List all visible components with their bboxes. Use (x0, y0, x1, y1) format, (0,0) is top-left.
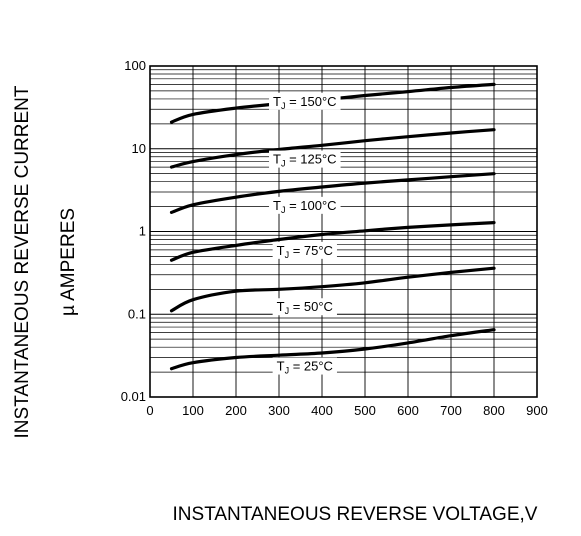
x-tick-label: 0 (146, 403, 153, 418)
series-line-4 (169, 266, 496, 313)
x-tick-label: 600 (397, 403, 419, 418)
grid (149, 66, 538, 398)
y-tick-label: 100 (124, 58, 146, 73)
series-lines (169, 82, 496, 371)
series-label-0: TJ = 150°C (269, 92, 341, 111)
series-label-text: TJ = 75°C (277, 243, 333, 260)
x-tick-label: 400 (311, 403, 333, 418)
series-label-bg (269, 196, 341, 214)
series-label-5: TJ = 25°C (272, 357, 337, 376)
series-line-3 (169, 221, 496, 262)
series-label-bg (269, 92, 341, 110)
series-line-5 (169, 328, 496, 371)
series-labels: TJ = 150°C TJ = 125°C TJ = 100°C TJ = 75°C T… (269, 92, 341, 376)
y-tick-label: 10 (132, 141, 146, 156)
series-label-text: TJ = 50°C (277, 299, 333, 316)
y-tick-label: 1 (139, 224, 146, 239)
series-label-2: TJ = 100°C (269, 196, 341, 215)
series-label-text: TJ = 150°C (273, 94, 337, 111)
plot-frame (149, 65, 538, 398)
series-label-text: TJ = 25°C (277, 359, 333, 376)
x-tick-label: 700 (440, 403, 462, 418)
series-label-text: TJ = 125°C (273, 152, 337, 169)
series-line-1 (169, 128, 496, 169)
x-tick-label: 100 (182, 403, 204, 418)
y-axis-units: µ AMPERES (58, 208, 79, 316)
series-label-3: TJ = 75°C (272, 241, 337, 260)
y-tick-label: 0.1 (128, 306, 146, 321)
series-label-bg (269, 150, 341, 168)
series-label-text: TJ = 100°C (273, 198, 337, 215)
x-tick-label: 300 (268, 403, 290, 418)
series-line-2 (169, 172, 496, 214)
x-tick-label: 800 (483, 403, 505, 418)
series-label-bg (272, 298, 337, 316)
x-tick-label: 900 (526, 403, 548, 418)
x-axis-title: INSTANTANEOUS REVERSE VOLTAGE,V (173, 504, 538, 525)
y-axis-title: INSTANTANEOUS REVERSE CURRENT (12, 85, 33, 438)
x-tick-label: 500 (354, 403, 376, 418)
tick-labels: 0 100 200 300 400 500 600 700 800 900 0.01 0.1 1 10 10… (121, 58, 548, 418)
series-label-bg (272, 241, 337, 259)
series-label-1: TJ = 125°C (269, 150, 341, 169)
x-tick-label: 200 (225, 403, 247, 418)
y-tick-label: 0.01 (121, 389, 146, 404)
series-label-4: TJ = 50°C (272, 298, 337, 316)
series-label-bg (272, 357, 337, 375)
